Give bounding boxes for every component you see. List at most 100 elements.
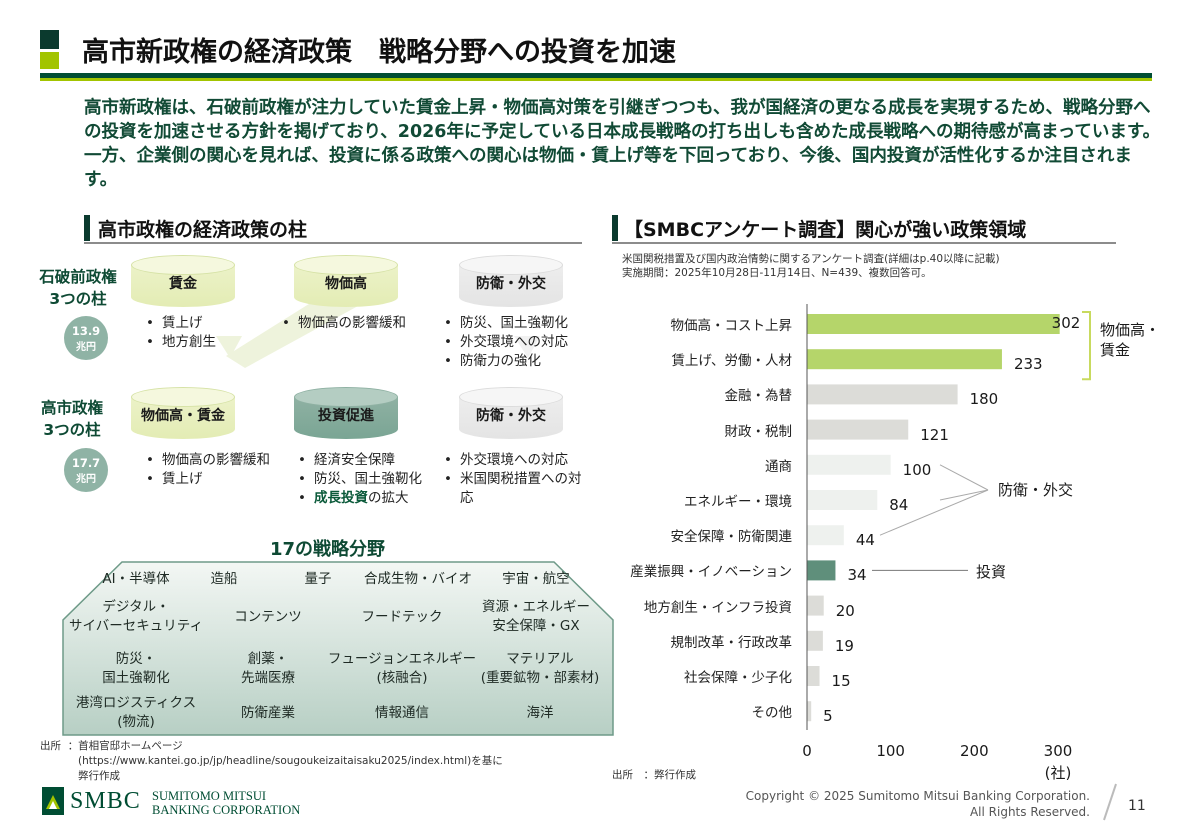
field-shipbuilding: 造船 (210, 571, 238, 587)
source-left-line1: 出所 ：首相官邸ホームページ (40, 739, 503, 754)
chart-value-label: 302 (1051, 314, 1081, 332)
pillar-defense-takaichi: 防衛・外交 (459, 387, 563, 447)
title-divider-accent (40, 78, 1152, 81)
list-item: 経済安全保障 (292, 451, 422, 470)
list-item: 地方創生 (140, 333, 216, 352)
chart-value-label: 84 (889, 496, 909, 514)
field-synbio: 合成生物・バイオ (364, 571, 472, 587)
takaichi-budget-value: 17.7 (71, 456, 101, 470)
pillar-price-bullets: 物価高の影響緩和 (276, 314, 426, 333)
source-url: (https://www.kantei.go.jp/jp/headline/so… (78, 755, 503, 767)
annotation-price-wage: 物価高・ 賃金 (1100, 320, 1160, 360)
source-label: 出所 (40, 740, 61, 752)
connector-defense (939, 464, 989, 491)
survey-note-line2: 実施期間：2025年10月28日-11月14日、N=439、複数回答可。 (622, 267, 932, 279)
field-drug-line1: 創薬・ (247, 651, 289, 667)
company-name-line1: SUMITOMO MITSUI (152, 789, 267, 803)
chart-bar (807, 595, 824, 616)
section-marker-left (84, 215, 90, 241)
pillar-price-wage: 物価高・賃金 (131, 387, 235, 447)
footer-slash (1103, 783, 1117, 821)
pillar-wage: 賃金 (131, 255, 235, 315)
list-item: 防災、国土強靭化 (292, 470, 422, 489)
field-ai-semiconductor: AI・半導体 (102, 571, 170, 587)
section-marker-right (612, 215, 618, 241)
field-material-line2: (重要鉱物・部素材) (480, 670, 600, 686)
chart-bar (807, 454, 891, 475)
list-item: 賃上げ (140, 314, 216, 333)
chart-bar (807, 630, 823, 651)
field-drug-line2: 先端医療 (241, 670, 295, 686)
chart-value-label: 100 (902, 460, 932, 479)
list-item: 米国関税措置への対応 (438, 470, 588, 508)
field-foodtech: フードテック (361, 609, 443, 625)
chart-category-label: 賃上げ、労働・人材 (671, 353, 792, 370)
pillar-investment: 投資促進 (294, 387, 398, 447)
field-material-line1: マテリアル (506, 651, 574, 667)
company-name: SUMITOMO MITSUI BANKING CORPORATION (152, 789, 300, 817)
field-drug: 創薬・ 先端医療 (241, 650, 295, 688)
list-item: 成長投資の拡大 (292, 489, 422, 508)
title-marker-light (40, 52, 59, 69)
takaichi-label-line2: 3つの柱 (43, 421, 101, 439)
field-ict: 情報通信 (375, 705, 429, 721)
field-disaster-line1: 防災・ (115, 651, 157, 667)
ishiba-label-line1: 石破前政権 (39, 268, 117, 286)
page-title: 高市新政権の経済政策 戦略分野への投資を加速 (82, 37, 676, 68)
list-item: 外交環境への対応 (438, 451, 588, 470)
chart-axis-unit: (社) (1044, 764, 1072, 782)
takaichi-label: 高市政権 3つの柱 (20, 397, 124, 441)
chart-tick-label: 100 (876, 742, 905, 760)
ishiba-label-line2: 3つの柱 (49, 290, 107, 308)
connector-defense (939, 489, 989, 501)
field-defense-industry: 防衛産業 (241, 705, 295, 721)
chart-value-label: 121 (920, 425, 949, 444)
strategic-fields-box (62, 561, 614, 736)
copyright-line2: All Rights Reserved. (969, 805, 1090, 819)
pillar-price-wage-label: 物価高・賃金 (141, 408, 225, 424)
connector-defense (879, 489, 989, 536)
chart-value-label: 20 (835, 601, 855, 620)
chart-bar (807, 701, 812, 722)
field-cyber-line1: デジタル・ (102, 599, 170, 615)
chart-category-label: 安全保障・防衛関連 (670, 529, 793, 546)
strategic-fields-list: AI・半導体 造船 量子 合成生物・バイオ 宇宙・航空 デジタル・ サイバーセキュ… (62, 560, 614, 736)
section-title-right: 【SMBCアンケート調査】関心が強い政策領域 (624, 219, 1027, 241)
down-arrow-1 (216, 336, 242, 358)
field-fusion: フュージョンエネルギー (核融合) (328, 650, 476, 688)
field-material: マテリアル (重要鉱物・部素材) (481, 650, 600, 688)
highlight-growth-investment: 成長投資 (314, 490, 368, 506)
source-right: 出所 ：弊行作成 (612, 769, 696, 781)
chart-tick-label: 0 (802, 742, 812, 760)
list-item: 物価高の影響緩和 (140, 451, 270, 470)
chart-category-label: 地方創生・インフラ投資 (643, 599, 792, 616)
smbc-brand: SMBC (70, 788, 141, 814)
chart-category-label: 通商 (765, 458, 792, 475)
pillar-defense-ishiba: 防衛・外交 (459, 255, 563, 315)
pillar-price-label: 物価高 (325, 276, 367, 292)
field-content: コンテンツ (234, 609, 302, 625)
takaichi-budget-badge: 17.7 兆円 (64, 448, 108, 492)
chart-tick-label: 200 (960, 742, 989, 760)
section-title-left: 高市政権の経済政策の柱 (98, 219, 308, 241)
list-item-rest: の拡大 (368, 490, 409, 506)
chart-category-label: 社会保障・少子化 (684, 670, 792, 686)
title-marker-dark (40, 30, 59, 49)
strategic-fields-title: 17の戦略分野 (270, 539, 386, 560)
pillar-investment-bullets: 経済安全保障 防災、国土強靭化 成長投資の拡大 (292, 451, 422, 508)
pillar-defense-takaichi-bullets: 外交環境への対応 米国関税措置への対応 (438, 451, 588, 508)
survey-note-line1: 米国関税措置及び国内政治情勢に関するアンケート調査(詳細はp.40以降に記載) (622, 253, 1000, 265)
chart-value-label: 5 (823, 707, 833, 726)
field-quantum: 量子 (304, 571, 332, 587)
chart-tick-label: 300 (1043, 742, 1073, 760)
list-item: 防衛力の強化 (438, 352, 568, 371)
field-ocean: 海洋 (526, 705, 554, 721)
survey-note: 米国関税措置及び国内政治情勢に関するアンケート調査(詳細はp.40以降に記載) … (622, 252, 1000, 280)
company-name-line2: BANKING CORPORATION (152, 803, 301, 817)
chart-category-label: エネルギー・環境 (684, 494, 792, 510)
chart-bar (807, 419, 909, 440)
chart-value-label: 19 (834, 636, 854, 655)
ishiba-budget-unit: 兆円 (76, 342, 96, 353)
chart-category-label: 規制改革・行政改革 (670, 634, 793, 651)
chart-bar (807, 560, 836, 581)
